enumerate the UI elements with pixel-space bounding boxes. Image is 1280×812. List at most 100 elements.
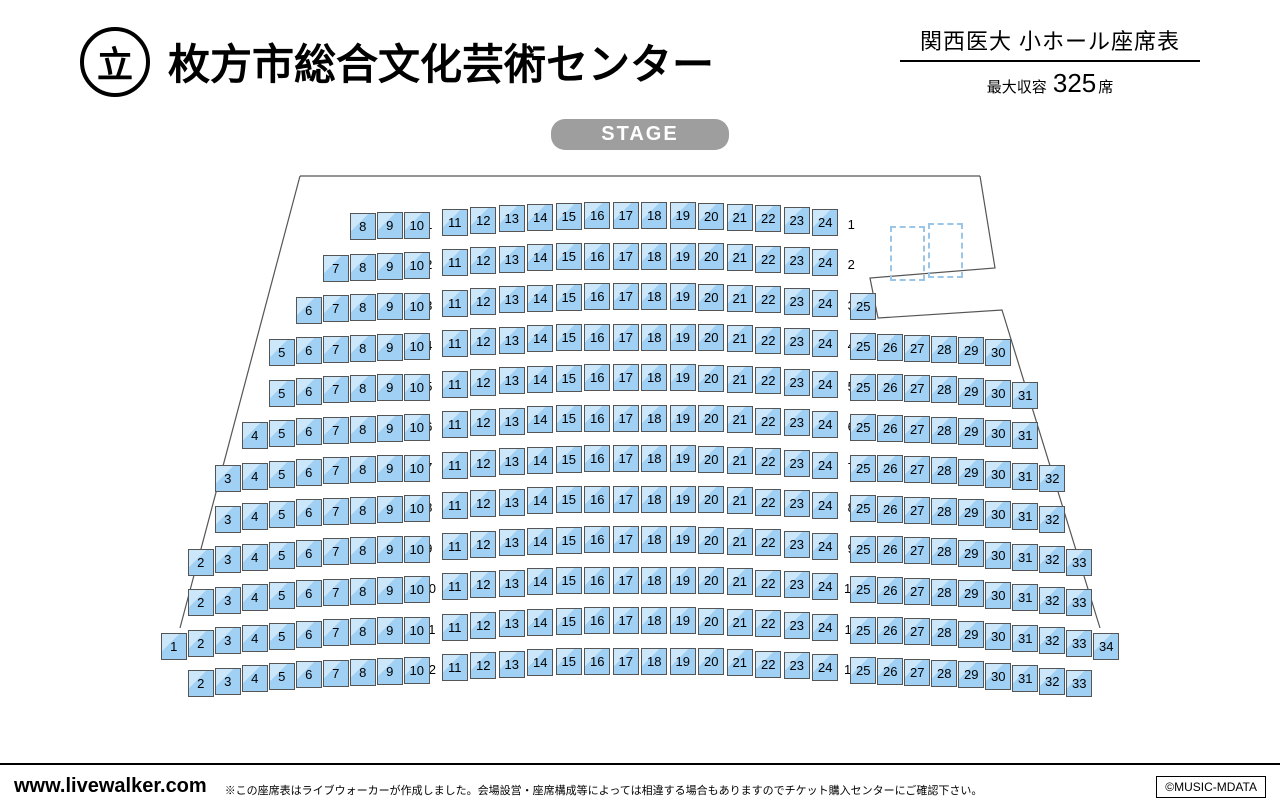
seat: 16	[584, 445, 610, 472]
seat: 10	[404, 374, 430, 401]
seat: 8	[350, 335, 376, 362]
seat: 29	[958, 337, 984, 364]
seat: 9	[377, 536, 403, 563]
seating-chart: 1112131415161718192021222324111112131415…	[0, 158, 1280, 718]
seat: 9	[377, 496, 403, 523]
seat: 11	[442, 209, 468, 236]
seat: 19	[670, 648, 696, 675]
seat: 3	[215, 668, 241, 695]
seat: 10	[404, 657, 430, 684]
seat: 31	[1012, 544, 1038, 571]
seat: 25	[850, 536, 876, 563]
seat: 18	[641, 405, 667, 432]
seat: 20	[698, 567, 724, 594]
seat: 8	[350, 537, 376, 564]
seat: 10	[404, 576, 430, 603]
seat: 6	[296, 661, 322, 688]
seat: 24	[812, 371, 838, 398]
seat: 15	[556, 243, 582, 270]
seat: 24	[812, 654, 838, 681]
seat: 16	[584, 486, 610, 513]
seat: 11	[442, 533, 468, 560]
seat: 11	[442, 411, 468, 438]
seat: 23	[784, 207, 810, 234]
seat: 7	[323, 538, 349, 565]
seat: 17	[613, 445, 639, 472]
seat: 28	[931, 457, 957, 484]
seat: 6	[296, 621, 322, 648]
capacity: 最大収容 325席	[900, 68, 1200, 99]
row-label: 1	[841, 211, 861, 238]
seat: 12	[470, 652, 496, 679]
seat: 28	[931, 579, 957, 606]
copyright: ©MUSIC-MDATA	[1156, 776, 1266, 798]
seat: 31	[1012, 665, 1038, 692]
seat: 32	[1039, 506, 1065, 533]
seat: 28	[931, 619, 957, 646]
seat: 9	[377, 658, 403, 685]
seat: 13	[499, 610, 525, 637]
seat: 29	[958, 621, 984, 648]
seat: 9	[377, 577, 403, 604]
seat: 18	[641, 648, 667, 675]
seat: 13	[499, 367, 525, 394]
seat: 19	[670, 486, 696, 513]
seat: 6	[296, 499, 322, 526]
seat: 33	[1066, 589, 1092, 616]
seat: 11	[442, 614, 468, 641]
seat: 21	[727, 244, 753, 271]
seat: 33	[1066, 670, 1092, 697]
seat: 12	[470, 612, 496, 639]
seat: 33	[1066, 549, 1092, 576]
seat: 29	[958, 540, 984, 567]
seat: 21	[727, 447, 753, 474]
seat: 12	[470, 288, 496, 315]
seat: 32	[1039, 546, 1065, 573]
seat: 15	[556, 446, 582, 473]
seat: 13	[499, 529, 525, 556]
seat: 24	[812, 452, 838, 479]
seat: 30	[985, 623, 1011, 650]
seat: 26	[877, 374, 903, 401]
seat: 10	[404, 252, 430, 279]
seat: 20	[698, 405, 724, 432]
seat: 15	[556, 284, 582, 311]
seat: 25	[850, 617, 876, 644]
seat: 17	[613, 202, 639, 229]
seat: 16	[584, 283, 610, 310]
seat: 13	[499, 651, 525, 678]
seat: 15	[556, 405, 582, 432]
seat: 21	[727, 204, 753, 231]
seat: 20	[698, 446, 724, 473]
seat: 13	[499, 408, 525, 435]
seat: 11	[442, 249, 468, 276]
seat: 8	[350, 618, 376, 645]
seat: 18	[641, 364, 667, 391]
seat: 32	[1039, 465, 1065, 492]
seat: 32	[1039, 627, 1065, 654]
seat: 22	[755, 448, 781, 475]
seat: 16	[584, 607, 610, 634]
seat: 17	[613, 567, 639, 594]
seat: 13	[499, 489, 525, 516]
seat: 29	[958, 499, 984, 526]
stage-label: STAGE	[551, 119, 728, 150]
seat: 13	[499, 286, 525, 313]
seat: 5	[269, 501, 295, 528]
seat: 14	[527, 528, 553, 555]
seat: 4	[242, 422, 268, 449]
seat: 15	[556, 648, 582, 675]
seat: 23	[784, 531, 810, 558]
seat: 22	[755, 367, 781, 394]
seat: 16	[584, 648, 610, 675]
seat: 8	[350, 578, 376, 605]
seat: 28	[931, 498, 957, 525]
seat: 8	[350, 659, 376, 686]
seat: 18	[641, 445, 667, 472]
seat: 13	[499, 205, 525, 232]
seat: 19	[670, 243, 696, 270]
hall-name: 関西医大 小ホール座席表	[900, 24, 1200, 62]
seat: 29	[958, 459, 984, 486]
seat: 21	[727, 406, 753, 433]
seat: 5	[269, 420, 295, 447]
